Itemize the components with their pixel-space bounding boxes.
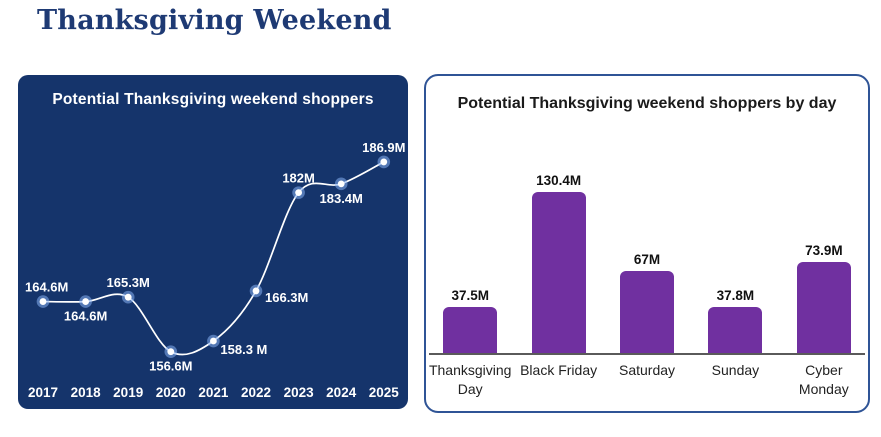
bar-slot-cyber-monday: 73.9M — [780, 76, 868, 354]
bar-plot-area: 37.5M 130.4M 67M 37.8M 73.9M — [426, 76, 868, 354]
category-label-black-friday: Black Friday — [520, 362, 598, 378]
year-tick-label: 2017 — [28, 385, 58, 400]
data-point-dot — [380, 158, 388, 166]
line-chart-panel: Potential Thanksgiving weekend shoppers … — [18, 75, 408, 409]
year-tick-label: 2020 — [156, 385, 186, 400]
bar-slot-thanksgiving-day: 37.5M — [426, 76, 514, 354]
line-chart-title: Potential Thanksgiving weekend shoppers — [52, 91, 374, 108]
x-axis-labels: Thanksgiving Day Black Friday Saturday Sunda… — [426, 361, 868, 399]
data-point-label: 156.6M — [149, 359, 192, 374]
line-chart: 164.6M 2017 164.6M 2018 165.3M 2019 156.6M 2020… — [25, 140, 405, 400]
bar-sunday — [708, 307, 763, 354]
data-point-dot — [39, 298, 47, 305]
data-point-label: 164.6M — [64, 309, 107, 324]
bar-chart-panel: Potential Thanksgiving weekend shoppers … — [424, 74, 870, 413]
data-point-dot — [167, 348, 175, 356]
bar-black-friday — [531, 192, 586, 354]
data-point-label: 186.9M — [362, 140, 405, 155]
data-point-label: 183.4M — [320, 191, 363, 206]
data-point-label: 165.3M — [107, 275, 150, 290]
category-label-saturday: Saturday — [618, 362, 676, 378]
data-point-label: 158.3 M — [220, 342, 267, 357]
category-label-thanksgiving-day: Thanksgiving Day — [428, 362, 512, 397]
year-tick-label: 2019 — [113, 385, 143, 400]
bar-value-label: 130.4M — [536, 173, 582, 189]
year-tick-label: 2021 — [198, 385, 229, 400]
bar-value-label: 73.9M — [805, 243, 843, 259]
bar-slot-sunday: 37.8M — [691, 76, 779, 354]
data-point-dot — [82, 298, 89, 305]
data-point-dot — [210, 337, 217, 345]
year-tick-label: 2025 — [369, 385, 400, 400]
data-point-dot — [295, 189, 302, 197]
bar-cyber-monday — [796, 262, 851, 354]
bar-value-label: 67M — [633, 251, 661, 267]
data-point-label: 164.6M — [25, 280, 68, 295]
x-axis-line — [429, 353, 865, 355]
bar-value-label: 37.5M — [451, 288, 489, 304]
bar-value-label: 37.8M — [716, 288, 755, 304]
data-point-dot — [252, 287, 260, 295]
page-title: Thanksgiving Weekend — [37, 5, 392, 36]
data-point-label: 166.3M — [265, 290, 308, 305]
data-point-label: 182M — [282, 171, 315, 186]
year-tick-label: 2024 — [326, 385, 357, 400]
data-point-dot — [337, 180, 345, 188]
bar-thanksgiving-day — [443, 307, 498, 354]
bar-slot-saturday: 67M — [603, 76, 691, 354]
year-tick-label: 2022 — [241, 385, 271, 400]
category-label-cyber-monday: Cyber Monday — [798, 362, 849, 397]
bar-chart-title: Potential Thanksgiving weekend shoppers … — [457, 95, 837, 112]
bar-slot-black-friday: 130.4M — [514, 76, 602, 354]
year-tick-label: 2023 — [284, 385, 315, 400]
bar-saturday — [620, 270, 675, 354]
year-tick-label: 2018 — [71, 385, 102, 400]
category-label-sunday: Sunday — [711, 362, 760, 378]
data-point-dot — [124, 293, 132, 301]
